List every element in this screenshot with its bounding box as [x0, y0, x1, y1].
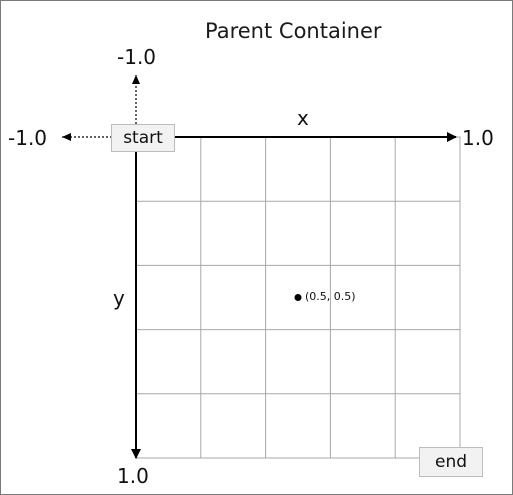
grid	[135, 136, 461, 459]
data-point-marker	[294, 294, 302, 301]
data-point-label: (0.5, 0.5)	[305, 289, 356, 303]
y-axis-label: y	[113, 286, 125, 310]
end-marker: end	[419, 447, 483, 477]
x-min-label: -1.0	[8, 126, 48, 150]
y-min-label: -1.0	[117, 45, 157, 69]
start-marker: start	[111, 124, 175, 152]
x-max-label: 1.0	[462, 126, 494, 150]
y-max-label: 1.0	[117, 464, 149, 488]
x-axis-label: x	[297, 106, 309, 130]
container-title: Parent Container	[205, 19, 382, 43]
